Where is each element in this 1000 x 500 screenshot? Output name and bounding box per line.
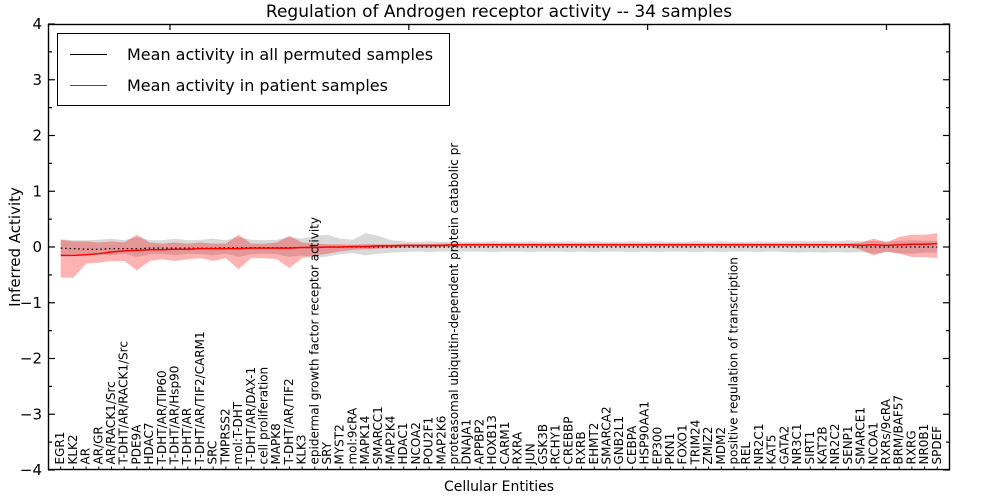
x-category-label: GSK3B: [536, 424, 550, 465]
x-category-label: KAT2B: [815, 426, 829, 464]
x-category-label: T-DHT/AR/Hsp90: [168, 366, 182, 466]
x-category-label: TRIM24: [688, 420, 702, 466]
x-category-label: HDAC7: [142, 422, 156, 464]
x-category-label: SMARCA2: [599, 406, 613, 464]
x-category-label: DNAJA1: [460, 419, 474, 465]
x-category-label: mol:T-DHT: [231, 401, 245, 464]
x-category-label: CEBPA: [625, 425, 639, 465]
y-axis-title: Inferred Activity: [6, 187, 24, 307]
y-tick-label: 4: [32, 15, 42, 33]
y-tick-label: −4: [20, 461, 42, 479]
x-category-label: SRC: [206, 441, 220, 465]
x-category-label: TMPRSS2: [218, 408, 232, 465]
legend-item-permuted: Mean activity in all permuted samples: [70, 41, 433, 67]
x-category-label: MAP2K6: [434, 416, 448, 465]
band-permuted: [60, 233, 938, 259]
x-category-label: NCOA2: [409, 422, 423, 464]
x-category-label: EP300: [650, 427, 664, 465]
y-tick-label: −2: [20, 350, 42, 368]
line-patient-mean: [60, 242, 938, 257]
x-category-label: ZMIZ2: [701, 427, 715, 465]
x-category-label: T-DHT/AR: [180, 408, 194, 466]
x-category-label: T-DHT/AR/TIF2/CARM1: [193, 331, 207, 465]
y-tick-label: 2: [32, 127, 42, 145]
band-patient: [60, 233, 938, 278]
x-category-label: GATA2: [777, 426, 791, 465]
x-category-label: EGR1: [53, 432, 67, 465]
legend-label-permuted: Mean activity in all permuted samples: [127, 44, 434, 64]
x-category-label: FOXO1: [676, 424, 690, 464]
x-category-label: AR/GR: [91, 426, 105, 464]
x-category-label: KAT5: [765, 435, 779, 465]
legend-line-sample-permuted: [70, 53, 107, 55]
x-category-label: APPBP2: [472, 419, 486, 465]
x-category-label: AR/RACK1/Src: [104, 381, 118, 464]
x-category-label: MAP2K4: [384, 416, 398, 465]
legend-line-sample-patient: [70, 84, 107, 86]
x-category-label: EHMT2: [587, 423, 601, 465]
x-category-label: SMARCE1: [854, 407, 868, 465]
x-category-label: proteasomal ubiquitin-dependent protein …: [447, 143, 461, 465]
x-category-label: T-DHT/AR/TIF2: [282, 378, 296, 465]
legend-label-patient: Mean activity in patient samples: [127, 75, 388, 95]
legend-item-patient: Mean activity in patient samples: [70, 72, 433, 98]
x-category-label: MAPK14: [358, 416, 372, 465]
x-category-label: KLK2: [66, 434, 80, 464]
x-category-label: CREBBP: [561, 417, 575, 465]
y-tick-label: 0: [32, 238, 42, 256]
x-category-label: NR3C1: [790, 424, 804, 465]
x-axis-title: Cellular Entities: [443, 479, 555, 495]
x-category-label: T-DHT/AR/TIP60: [155, 370, 169, 465]
x-category-label: POU2F1: [422, 417, 436, 465]
x-category-label: positive regulation of transcription: [727, 257, 741, 464]
x-category-label: RXRs/9cRA: [879, 398, 893, 464]
x-category-label: SIRT1: [803, 431, 817, 465]
x-category-label: RXRB: [574, 431, 588, 464]
x-category-label: SRY: [320, 441, 334, 464]
y-tick-label: −1: [20, 294, 42, 312]
y-tick-label: 1: [32, 182, 42, 200]
x-category-label: T-DHT/AR/RACK1/Src: [117, 341, 131, 465]
x-category-label: NCOA1: [866, 422, 880, 464]
x-category-label: RXRA: [511, 431, 525, 464]
x-category-label: T-DHT/AR/DAX-1: [244, 367, 258, 466]
x-category-label: PDE9A: [129, 424, 143, 465]
x-category-label: BRM/BAF57: [892, 395, 906, 465]
x-category-label: JUN: [523, 443, 537, 465]
x-category-label: REL: [739, 442, 753, 465]
x-category-label: RXRG: [904, 430, 918, 464]
x-category-label: NR2C1: [752, 424, 766, 465]
chart-title: Regulation of Androgen receptor activity…: [265, 2, 733, 22]
x-category-label: SMARCC1: [371, 406, 385, 464]
y-tick-label: 3: [32, 71, 42, 89]
x-category-label: NR2C2: [828, 424, 842, 465]
x-category-label: mol:9cRA: [345, 407, 359, 464]
x-category-label: KLK3: [295, 434, 309, 464]
x-category-label: cell proliferation: [256, 367, 270, 465]
x-category-label: HSP90AA1: [638, 401, 652, 465]
x-category-label: HOXB13: [485, 415, 499, 464]
x-category-label: PKN1: [663, 433, 677, 465]
x-category-label: GNB2L1: [612, 416, 626, 464]
y-tick-label: −3: [20, 405, 42, 423]
x-category-label: AR: [79, 448, 93, 465]
x-category-label: NR0B1: [917, 424, 931, 465]
legend: Mean activity in all permuted samples Me…: [57, 33, 451, 106]
x-category-label: CARM1: [498, 422, 512, 465]
x-category-label: SENP1: [841, 425, 855, 464]
x-category-label: SPDEF: [930, 426, 944, 465]
x-category-label: MAPK8: [269, 423, 283, 464]
x-category-label: MYST2: [333, 424, 347, 464]
x-category-label: RCHY1: [549, 424, 563, 464]
x-category-label: HDAC1: [396, 422, 410, 464]
x-category-label: epidermal growth factor receptor activit…: [307, 217, 321, 464]
x-category-label: MDM2: [714, 427, 728, 465]
